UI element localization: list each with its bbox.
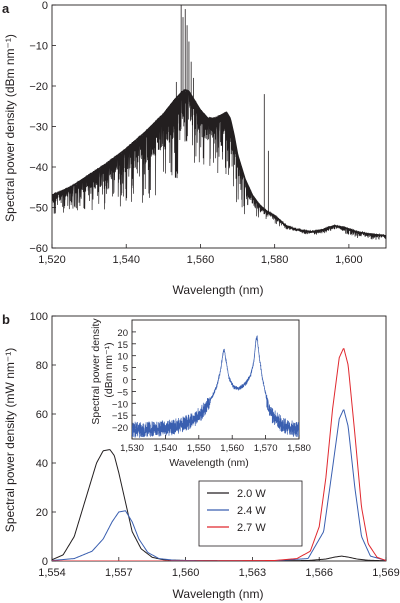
inset-chart: Spectral power density (dBm nm⁻¹) Wavele… [90,315,311,469]
inset-frame [131,319,300,440]
panel-b-xtick-label: 1,563 [239,567,267,579]
panel-b-ylabel: Spectral power density (mW nm⁻¹) [3,348,17,532]
panel-a-xtick-label: 1,520 [38,254,66,266]
panel-a-xtick-label: 1,560 [187,254,215,266]
panel-b-ytick-label: 0 [42,556,48,568]
inset-ylabel: Spectral power density (dBm nm⁻¹) [90,315,115,424]
panel-a-ytick-label: −50 [29,203,48,215]
panel-b-xlabel: Wavelength (nm) [173,587,264,601]
legend-label-3: 2.7 W [237,522,266,534]
inset-ylabel-line1: Spectral power density [90,318,102,425]
panel-a-spectrum-envelope [52,89,386,237]
panel-a-xlabel: Wavelength (nm) [173,283,264,297]
panel-a-ytick-label: −30 [29,122,48,134]
inset-xtick-label: 1,540 [154,443,178,454]
panel-a-xtick-label: 1,600 [335,254,363,266]
panel-b-ytick-label: 80 [36,360,48,372]
panel-b-ytick-label: 60 [36,409,48,421]
panel-a: a Spectral power density (dBm nm⁻¹) Wave… [2,0,387,297]
panel-a-label: a [2,1,10,16]
panel-a-ytick-label: −40 [29,162,48,174]
inset-ytick-label: −20 [112,423,128,434]
inset-spectrum-line [132,335,299,438]
panel-a-ytick-label: −10 [29,41,48,53]
inset-xtick-label: 1,580 [287,443,311,454]
panel-b-plot-area: 1,554 1,557 1,560 1,563 1,566 1,569 0 20 40 60 80 1… [30,311,400,579]
legend-label-1: 2.0 W [237,488,266,500]
inset-xtick-label: 1,560 [220,443,244,454]
inset-plot-area: 1,530 1,540 1,550 1,560 1,570 1,580 20151050−5… [112,319,311,454]
panel-a-spectrum-line [52,89,386,240]
panel-b-ytick-label: 40 [36,458,48,470]
inset-ytick-label: 0 [123,376,128,387]
inset-ytick-label: 20 [117,328,128,339]
inset-ytick-label: −15 [112,411,128,422]
legend: 2.0 W 2.4 W 2.7 W [198,480,303,547]
panel-a-ylabel: Spectral power density (dBm nm⁻¹) [3,34,17,222]
legend-label-2: 2.4 W [237,505,266,517]
legend-box [198,480,303,547]
panel-a-plot-area: 1,520 1,540 1,560 1,580 1,600 0 −10 −20 −30 −40 −5… [29,0,387,266]
panel-b-ytick-label: 20 [36,507,48,519]
panel-b-xtick-label: 1,557 [105,567,133,579]
inset-xtick-label: 1,550 [187,443,211,454]
panel-a-xtick-label: 1,540 [112,254,140,266]
inset-xtick-label: 1,530 [120,443,144,454]
inset-ytick-label: −5 [117,387,128,398]
panel-b-xtick-label: 1,560 [172,567,200,579]
inset-ytick-label: 15 [117,340,128,351]
inset-ylabel-line2: (dBm nm⁻¹) [103,342,115,397]
inset-ytick-label: 5 [123,364,128,375]
panel-b: b Spectral power density (mW nm⁻¹) Wavel… [2,311,400,601]
panel-b-xtick-label: 1,569 [372,567,400,579]
inset-xtick-label: 1,570 [254,443,278,454]
panel-a-ytick-label: −20 [29,81,48,93]
panel-b-xtick-label: 1,554 [38,567,66,579]
panel-b-ytick-label: 100 [30,311,48,323]
inset-xlabel: Wavelength (nm) [169,457,249,469]
panel-a-xtick-label: 1,580 [261,254,289,266]
inset-ytick-label: −10 [112,399,128,410]
panel-b-series-3-line [52,348,386,561]
inset-ytick-label: 10 [117,352,128,363]
panel-b-xtick-label: 1,566 [305,567,333,579]
panel-b-label: b [2,312,10,327]
panel-a-ytick-label: 0 [42,0,48,12]
panel-a-ytick-label: −60 [29,243,48,255]
